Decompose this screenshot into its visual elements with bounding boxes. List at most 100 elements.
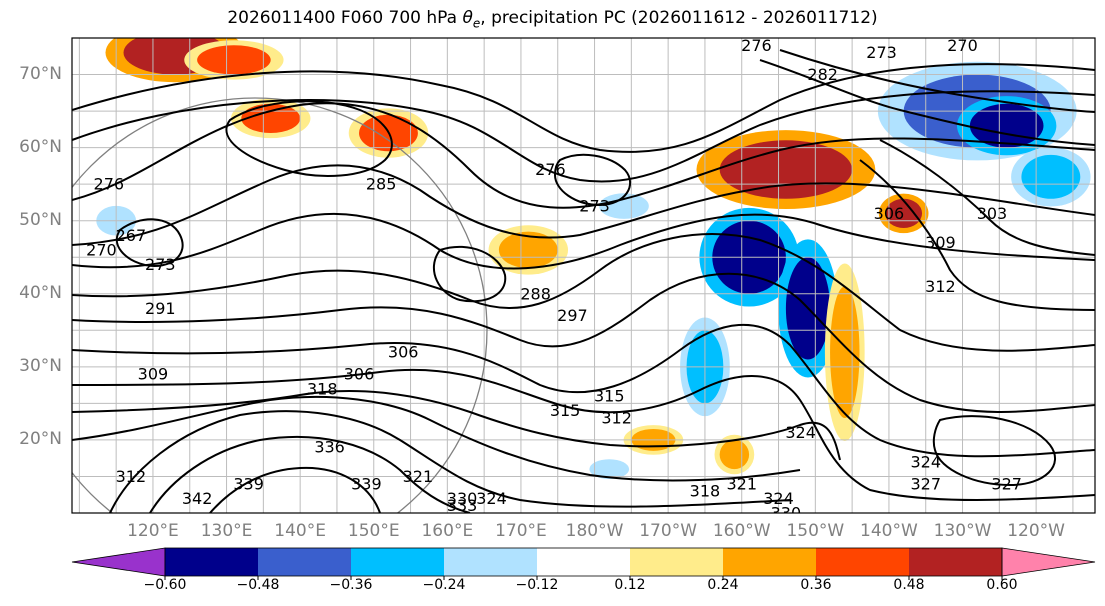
colorbar-tick-label: −0.12 [515,577,559,593]
longitude-tick-label: 180°W [565,521,624,541]
contour-label: 306 [344,365,375,384]
contour-label: 285 [366,175,397,194]
contour-label: 324 [785,423,816,442]
contour-label: 324 [476,489,507,508]
contour-label: 330 [447,489,478,508]
longitude-tick-label: 130°W [933,521,992,541]
longitude-tick-label: 140°W [860,521,918,541]
colorbar-segment [351,548,445,576]
latitude-tick-label: 20°N [19,428,62,449]
contour-label: 276 [94,175,125,194]
contour-label: 273 [866,43,897,62]
longitude-tick-label: 120°W [1007,521,1065,541]
contour-line [72,90,1095,183]
colorbar-tick-label: 0.24 [707,577,739,593]
colorbar-segment [816,548,910,576]
contour-label: 312 [116,467,147,486]
colorbar [71,547,1096,580]
contour-label: 306 [388,343,419,362]
precip-area [719,439,750,470]
contour-line [779,49,1095,113]
contour-line [553,153,631,207]
contour-line [115,218,184,267]
colorbar-tick-label: 0.36 [800,577,832,593]
contour-label: 315 [594,387,625,406]
plot-frame [71,37,1096,514]
longitude-tick-label: 120°E [127,521,179,541]
contour-line [209,466,381,513]
contour-label: 327 [910,474,941,493]
longitude-tick-label: 140°E [274,521,326,541]
longitude-tick-label: 170°E [495,521,547,541]
colorbar-segment [630,548,724,576]
contour-line [72,213,1095,270]
contour-line [433,245,507,303]
contour-line [109,410,791,513]
contour-line [72,395,801,482]
colorbar-segment [444,548,538,576]
colorbar-tick-label: 0.48 [893,577,925,593]
precip-area [830,286,860,418]
contour-label: 321 [726,474,757,493]
contour-label: 306 [874,204,905,223]
contour-label: 297 [557,306,588,325]
contour-label: 318 [307,379,338,398]
latitude-tick-label: 30°N [19,355,62,376]
contour-label: 270 [947,36,978,55]
precip-area [197,45,271,75]
contour-line [149,435,471,513]
title-suffix: , precipitation PC (2026011612 - 2026011… [480,8,878,28]
colorbar-tick-label: −0.24 [422,577,466,593]
contour-line [72,368,1095,501]
contour-line [932,415,1056,487]
chart-title: 2026011400 F060 700 hPa θe, precipitatio… [0,8,1105,30]
contour-label: 282 [807,65,838,84]
longitude-tick-label: 170°W [639,521,698,541]
contour-line [72,63,1095,153]
contour-label: 330 [771,504,802,523]
contour-label: 318 [690,482,721,501]
contour-line [72,102,1095,209]
contour-label: 327 [991,474,1022,493]
contour-label: 339 [351,474,382,493]
precip-area [241,103,301,133]
contour-label: 291 [145,299,176,318]
contour-label: 273 [145,255,176,274]
contour-line [72,390,841,461]
contour-label: 324 [763,489,794,508]
title-theta: θ [462,8,473,28]
colorbar-extend-high [1001,547,1096,577]
colorbar-tick-label: 0.60 [986,577,1018,593]
latitude-tick-label: 60°N [19,136,62,157]
precip-area [498,231,558,269]
contour-label: 276 [741,36,772,55]
precip-area [594,461,624,477]
contour-label: 309 [925,233,956,252]
contour-label: 309 [138,365,169,384]
longitude-tick-label: 160°E [421,521,474,541]
title-prefix: 2026011400 F060 700 hPa [227,8,463,28]
longitude-tick-label: 130°E [200,521,253,541]
longitude-tick-label: 150°W [786,521,845,541]
contour-label: 342 [182,489,213,508]
precip-area [1021,154,1081,199]
contour-label: 339 [233,474,264,493]
contour-label: 315 [550,401,581,420]
latitude-tick-label: 50°N [19,209,62,230]
contour-labels: 2702732762822762672702732912852762732882… [86,36,1022,523]
contour-label: 288 [520,284,551,303]
latitude-tick-label: 40°N [19,282,62,303]
contour-line [72,233,1095,352]
contour-label: 270 [86,240,117,259]
contour-line [859,159,1095,311]
contour-label: 312 [925,277,956,296]
contour-line [879,139,1095,256]
contour-line [72,272,1095,413]
contour-label: 321 [403,467,434,486]
longitude-tick-label: 150°E [347,521,400,541]
colorbar-segment [909,548,1003,576]
colorbar-segment [723,548,817,576]
colorbar-tick-label: 0.12 [614,577,646,593]
colorbar-segment [165,548,259,576]
contour-line [225,100,393,177]
